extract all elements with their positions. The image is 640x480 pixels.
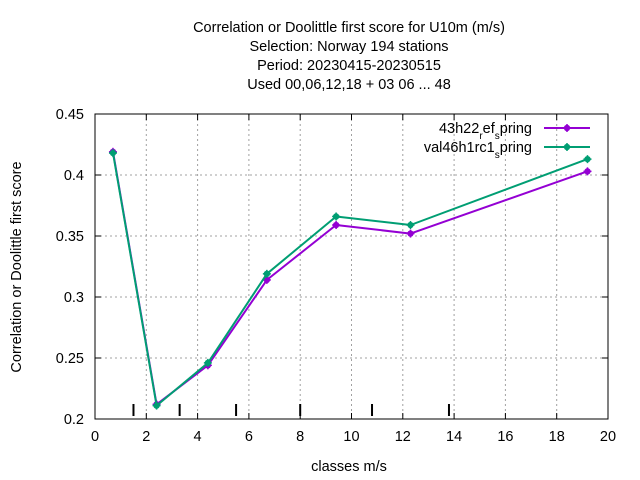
legend-2-main: val46h1rc1 [424,140,495,156]
series-1-point-4 [332,221,341,230]
x-tick-label-3: 6 [245,429,253,445]
axes: 0 2 4 6 8 10 12 14 16 18 20 0.2 0.25 0.3 0.35 0.4 0.45 [56,107,616,445]
series-1-point-5 [406,229,415,238]
x-tick-label-9: 18 [549,429,565,445]
series-2-point-1 [152,401,161,410]
chart-title: Correlation or Doolittle first score for… [193,20,505,93]
x-tick-label-10: 20 [600,429,616,445]
legend-label-1: 43h22refspring [439,121,532,142]
series-1-line [112,151,588,406]
legend-2-sub1: s [495,150,500,161]
x-tick-label-6: 12 [395,429,411,445]
y-tick-label-5: 0.45 [56,107,84,123]
series-1-point-6 [583,167,592,176]
class-boundary-ticks [132,404,450,416]
legend-marker-1 [563,124,571,132]
y-tick-label-1: 0.25 [56,351,84,367]
y-tick-label-4: 0.4 [64,168,84,184]
legend-marker-shape-1 [563,124,571,132]
x-axis-label: classes m/s [311,459,387,475]
legend-1-sub2: s [495,131,500,142]
x-tick-label-5: 10 [343,429,359,445]
title-line-3: Period: 20230415-20230515 [257,58,441,74]
legend-1-mid: ef [483,121,496,137]
legend: 43h22refspring val46h1rc1spring [424,121,590,161]
series-layer [108,147,592,410]
series-2-line [112,152,588,407]
legend-1-main: 43h22 [439,121,479,137]
title-line-2: Selection: Norway 194 stations [249,39,448,55]
x-tick-label-2: 4 [194,429,202,445]
series-2-point-3 [262,269,271,278]
legend-label-2: val46h1rc1spring [424,140,532,161]
y-tick-label-3: 0.35 [56,229,84,245]
x-tick-label-0: 0 [91,429,99,445]
x-tick-label-7: 14 [446,429,462,445]
y-tick-label-0: 0.2 [64,412,84,428]
series-2-point-6 [583,155,592,164]
series-2-point-2 [203,358,212,367]
y-tick-label-2: 0.3 [64,290,84,306]
legend-1-sub1: r [479,131,483,142]
legend-marker-2 [563,143,571,151]
x-tick-label-1: 2 [142,429,150,445]
title-line-4: Used 00,06,12,18 + 03 06 ... 48 [247,77,451,93]
series-1-point-3 [262,275,271,284]
grid [95,114,608,419]
series-2-point-0 [108,149,117,158]
series-2-point-5 [406,221,415,230]
series-2-point-4 [332,212,341,221]
x-tick-label-8: 16 [497,429,513,445]
y-axis-label: Correlation or Doolittle first score [9,161,25,372]
x-tick-label-4: 8 [296,429,304,445]
legend-marker-shape-2 [563,143,571,151]
legend-2-end: pring [500,140,532,156]
legend-1-end: pring [500,121,532,137]
title-line-1: Correlation or Doolittle first score for… [193,20,505,36]
